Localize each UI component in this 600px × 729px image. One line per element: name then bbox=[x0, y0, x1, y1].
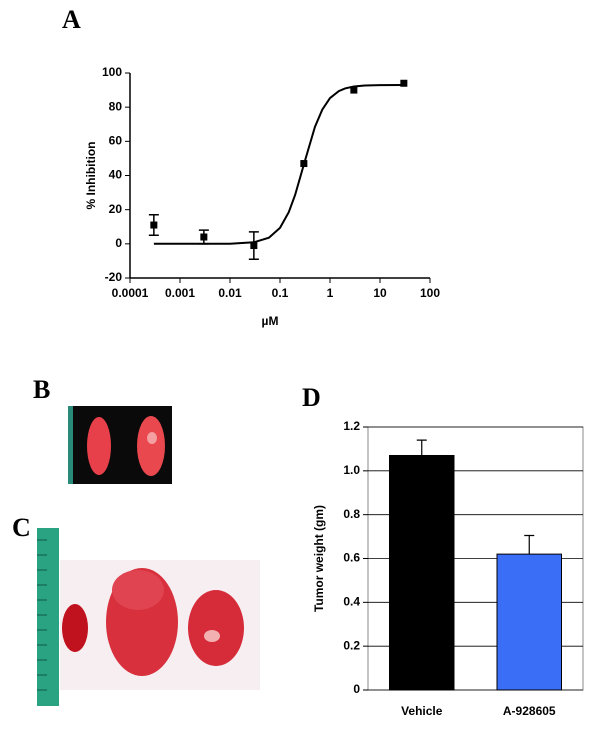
fit-curve bbox=[153, 84, 404, 245]
panel-label: C bbox=[12, 513, 31, 542]
panel-label: B bbox=[33, 375, 50, 404]
x-tick-label: Vehicle bbox=[401, 704, 443, 718]
y-axis-label: % Inhibition bbox=[84, 142, 98, 210]
y-tick-label: 1.0 bbox=[343, 463, 360, 477]
y-tick-label: 0 bbox=[115, 236, 122, 250]
x-tick-label: 0.001 bbox=[165, 286, 195, 300]
bar bbox=[496, 553, 562, 691]
y-tick-label: 100 bbox=[102, 65, 122, 79]
y-tick-label: 0.8 bbox=[343, 507, 360, 521]
point bbox=[350, 86, 358, 94]
y-tick-label: 20 bbox=[109, 202, 123, 216]
x-axis-label: µM bbox=[262, 314, 279, 328]
y-tick-label: 1.2 bbox=[343, 419, 360, 433]
point bbox=[200, 233, 208, 241]
y-tick-label: 80 bbox=[109, 99, 123, 113]
point bbox=[300, 160, 308, 168]
bar bbox=[389, 454, 455, 691]
point bbox=[150, 221, 158, 229]
point bbox=[250, 242, 258, 250]
error-bar bbox=[416, 439, 427, 456]
point bbox=[400, 79, 408, 87]
x-tick-label: 10 bbox=[373, 286, 387, 300]
photo-b bbox=[68, 406, 172, 484]
y-tick-label: 0.4 bbox=[343, 595, 360, 609]
error-bar bbox=[524, 534, 535, 555]
x-tick-label: 0.1 bbox=[272, 286, 289, 300]
photo-c bbox=[37, 528, 260, 706]
y-tick-label: 60 bbox=[109, 134, 123, 148]
x-tick-label: 1 bbox=[327, 286, 334, 300]
y-tick-label: 40 bbox=[109, 168, 123, 182]
x-tick-label: 0.01 bbox=[218, 286, 242, 300]
x-tick-label: A-928605 bbox=[503, 704, 556, 718]
y-tick-label: -20 bbox=[105, 270, 123, 284]
panel-label: A bbox=[62, 5, 81, 34]
panel-label: D bbox=[302, 383, 321, 412]
y-tick-label: 0 bbox=[353, 682, 360, 696]
x-tick-label: 100 bbox=[420, 286, 440, 300]
x-tick-label: 0.0001 bbox=[112, 286, 149, 300]
y-tick-label: 0.2 bbox=[343, 638, 360, 652]
y-tick-label: 0.6 bbox=[343, 551, 360, 565]
y-axis-label: Tumor weight (gm) bbox=[312, 505, 326, 612]
